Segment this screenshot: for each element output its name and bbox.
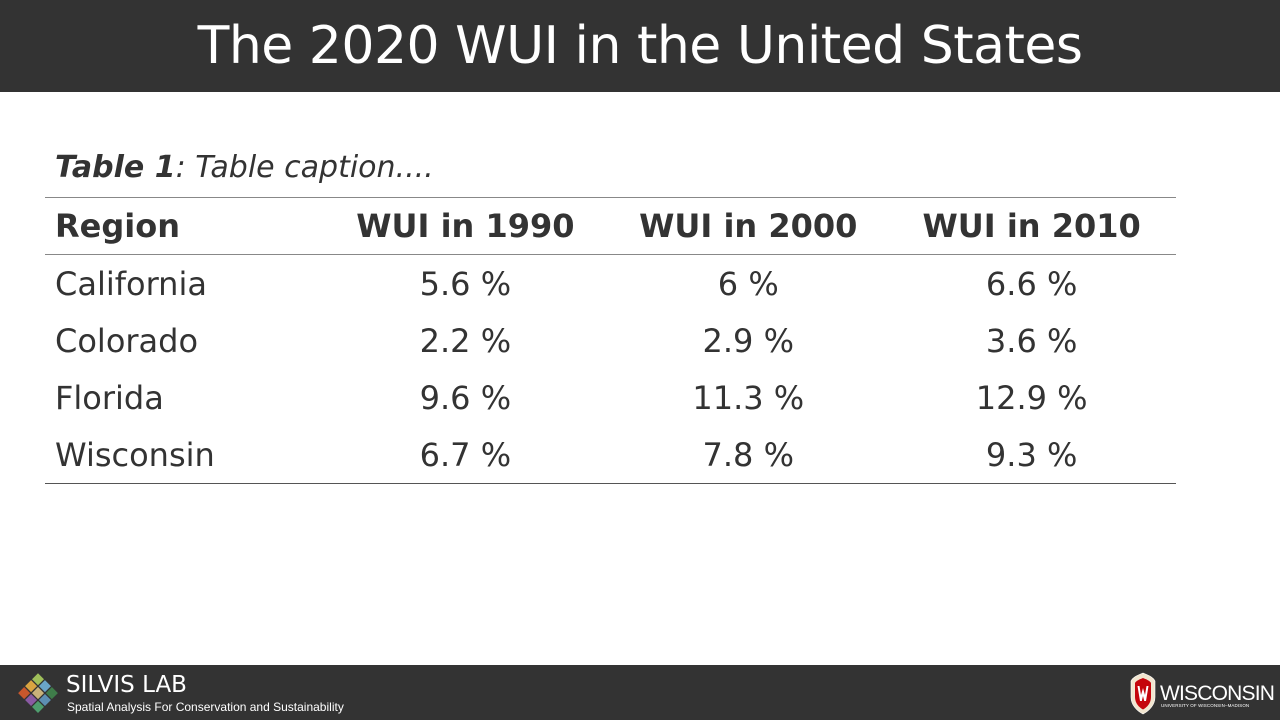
wui-2010-cell: 6.6 % [985, 264, 1078, 303]
table-row: California 5.6 % 6 % 6.6 % [45, 255, 1176, 313]
wui-1990-cell: 6.7 % [321, 426, 610, 484]
region-cell: Florida [55, 378, 164, 417]
table-caption-label: Table 1 [55, 150, 176, 185]
column-header-region: Region [45, 197, 322, 255]
table-row: Wisconsin 6.7 % 7.8 % 9.3 % [45, 426, 1176, 484]
wui-table: Region WUI in 1990 WUI in 2000 WUI in 20… [45, 197, 1176, 484]
title-bar: The 2020 WUI in the United States [0, 0, 1280, 92]
wui-2000-cell: 6 % [717, 264, 779, 303]
table-row: Colorado 2.2 % 2.9 % 3.6 % [45, 312, 1176, 369]
wui-2000-cell: 11.3 % [692, 378, 805, 417]
table-row: Florida 9.6 % 11.3 % 12.9 % [45, 369, 1176, 426]
region-cell: Wisconsin [45, 426, 322, 484]
column-header-wui-2010: WUI in 2010 [887, 197, 1176, 255]
uw-crest-icon [1130, 672, 1156, 715]
university-name: WISCONSIN [1160, 682, 1275, 705]
diamond-mosaic-icon [18, 673, 58, 713]
wui-2010-cell: 3.6 % [985, 321, 1078, 360]
university-subtitle: UNIVERSITY OF WISCONSIN–MADISON [1161, 703, 1250, 708]
wui-2000-cell: 7.8 % [609, 426, 888, 484]
column-header-wui-1990: WUI in 1990 [321, 197, 610, 255]
region-cell: Colorado [55, 321, 199, 360]
table-caption-text: : Table caption.... [175, 150, 434, 185]
wui-1990-cell: 9.6 % [419, 378, 512, 417]
wui-1990-cell: 2.2 % [419, 321, 512, 360]
wui-2010-cell: 9.3 % [887, 426, 1176, 484]
footer-bar: SILVIS LAB Spatial Analysis For Conserva… [0, 665, 1280, 720]
lab-name: SILVIS LAB [66, 672, 187, 698]
column-header-wui-2000: WUI in 2000 [609, 197, 888, 255]
wui-2000-cell: 2.9 % [702, 321, 794, 360]
wui-2010-cell: 12.9 % [975, 378, 1088, 417]
region-cell: California [55, 264, 207, 303]
table-header-row: Region WUI in 1990 WUI in 2000 WUI in 20… [45, 197, 1176, 255]
table-caption: Table 1: Table caption.... [55, 150, 434, 185]
slide-title: The 2020 WUI in the United States [197, 16, 1083, 76]
lab-tagline: Spatial Analysis For Conservation and Su… [67, 700, 344, 714]
wui-1990-cell: 5.6 % [419, 264, 512, 303]
